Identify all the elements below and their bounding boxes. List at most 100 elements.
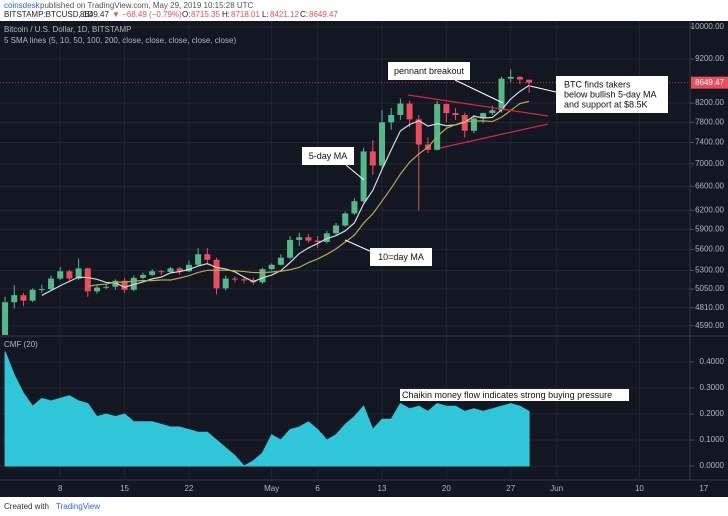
ohlc-label: O: — [182, 10, 190, 19]
candle-body — [2, 302, 9, 335]
candle-body — [84, 268, 91, 292]
candle-body — [489, 110, 496, 114]
candle-body — [231, 278, 238, 280]
pennant-line — [407, 94, 549, 117]
pointer — [345, 164, 365, 181]
x-tick-label: 27 — [506, 484, 515, 493]
y-tick-label: 0.2000 — [700, 409, 725, 418]
y-tick-label: 0.3000 — [700, 383, 725, 392]
price-pane — [0, 69, 690, 335]
candle-body — [369, 151, 376, 166]
pointer — [529, 85, 557, 93]
candle-body — [222, 278, 229, 289]
y-tick-label: 4590.00 — [695, 321, 724, 330]
x-tick-label: 17 — [699, 484, 708, 493]
y-tick-label: 0.1000 — [700, 435, 725, 444]
author: coinsdesk — [4, 1, 41, 10]
candle-body — [415, 119, 422, 145]
x-tick-label: 10 — [635, 484, 644, 493]
y-tick-label: 4810.00 — [695, 303, 724, 312]
footer-brand: TradingView — [56, 502, 100, 511]
annotation: BTC finds takers — [564, 79, 631, 89]
candle-body — [323, 233, 330, 242]
pane-title: Bitcoin / U.S. Dollar, 1D, BITSTAMP — [4, 25, 131, 34]
x-tick-label: 22 — [184, 484, 193, 493]
ma-line — [41, 84, 530, 296]
x-tick-label: May — [264, 484, 279, 493]
y-tick-label: 9200.00 — [695, 54, 724, 63]
candle-body — [130, 277, 137, 290]
candle-body — [480, 113, 487, 119]
candle-body — [149, 271, 156, 275]
candle-body — [434, 104, 441, 150]
ohlc-label: L: — [262, 10, 269, 19]
annotation: below bullish 5-day MA — [564, 89, 657, 99]
candle-body — [360, 151, 367, 202]
y-tick-label: 6600.00 — [695, 181, 724, 190]
published: published on TradingView.com, May 29, 20… — [40, 1, 254, 10]
candle-body — [333, 225, 340, 234]
candle-body — [397, 103, 404, 116]
x-tick-label: 6 — [315, 484, 320, 493]
y-tick-label: 5600.00 — [695, 245, 724, 254]
candle-body — [287, 239, 294, 258]
candle-body — [351, 201, 358, 214]
candle-body — [516, 76, 523, 80]
candle-body — [121, 280, 128, 290]
candle-body — [213, 259, 220, 289]
y-tick-label: 7000.00 — [695, 159, 724, 168]
y-tick-label: 0.4000 — [700, 357, 725, 366]
candle-body — [277, 257, 284, 265]
candle-body — [75, 268, 82, 279]
candle-body — [526, 79, 533, 83]
candle-body — [29, 289, 36, 301]
y-tick-label: 10000.00 — [691, 22, 725, 31]
x-tick-label: 20 — [442, 484, 451, 493]
candle-body — [176, 268, 183, 272]
annotation-box — [370, 248, 432, 266]
annotation-box — [388, 62, 470, 80]
cmf-area — [4, 351, 530, 467]
y-tick-label: 7400.00 — [695, 138, 724, 147]
candle-body — [388, 115, 395, 123]
candle-body — [241, 279, 248, 281]
y-tick-label: 7800.00 — [695, 117, 724, 126]
annotation: pennant breakout — [394, 66, 465, 76]
cmf-pane — [4, 351, 530, 467]
candle-body — [103, 286, 110, 288]
annotation-box — [400, 389, 629, 401]
y-tick-label: 6200.00 — [695, 205, 724, 214]
symbol: BITSTAMP:BTCUSD, 1D — [4, 10, 93, 19]
last-price: 8649.47 — [80, 10, 109, 19]
candle-body — [507, 76, 514, 79]
footer-text: Created with — [4, 502, 49, 511]
candle-body — [38, 289, 45, 291]
candle-body — [452, 113, 459, 116]
x-tick-label: 13 — [378, 484, 387, 493]
last-price-tag — [691, 76, 728, 89]
ohlc-value: 8421.12 — [270, 10, 299, 19]
candle-body — [11, 295, 18, 303]
candle-body — [406, 103, 413, 120]
cmf-title: CMF (20) — [4, 340, 38, 349]
candle-body — [112, 280, 119, 287]
y-tick-label: 5300.00 — [695, 266, 724, 275]
candle-body — [66, 271, 73, 279]
x-tick-label: 8 — [58, 484, 63, 493]
pane-subtitle: 5 SMA lines (5, 10, 50, 100, 200, close,… — [4, 36, 236, 45]
ohlc-value: 8718.01 — [231, 10, 260, 19]
annotation-box — [302, 147, 354, 165]
candle-body — [296, 237, 303, 240]
change: ▼ −68.49 (−0.79%) — [112, 10, 182, 19]
x-tick-label: 15 — [120, 484, 129, 493]
candle-body — [305, 237, 312, 241]
axes: 10000.00 9200.00 8200.00 7800.00 7400.00 7000… — [58, 22, 728, 493]
candle-body — [195, 254, 202, 265]
ma-line — [87, 100, 530, 287]
candle-body — [379, 122, 386, 166]
y-tick-label: 5900.00 — [695, 225, 724, 234]
candle-body — [498, 78, 505, 111]
candle-body — [93, 287, 100, 292]
